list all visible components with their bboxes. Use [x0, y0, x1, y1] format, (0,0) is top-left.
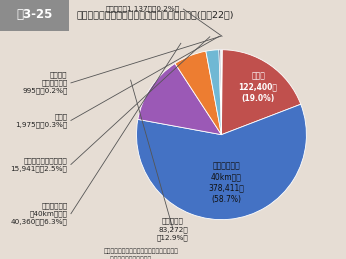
- Wedge shape: [221, 50, 222, 135]
- Wedge shape: [206, 50, 221, 135]
- Text: 通行帯違反
83,272件
（12.9%）: 通行帯違反 83,272件 （12.9%）: [157, 218, 189, 241]
- Wedge shape: [175, 51, 221, 135]
- Text: 過積載
1,975件（0.3%）: 過積載 1,975件（0.3%）: [15, 113, 67, 128]
- Text: 図3-25: 図3-25: [16, 9, 53, 21]
- Wedge shape: [221, 50, 301, 135]
- Text: 最高速度違反
（40km以上）
40,360件（6.3%）: 最高速度違反 （40km以上） 40,360件（6.3%）: [11, 202, 67, 225]
- Text: 無免許運転1,137件（0.2%）: 無免許運転1,137件（0.2%）: [106, 6, 180, 12]
- Text: 酒酔い・
酒気帯び運転
995件（0.2%）: 酒酔い・ 酒気帯び運転 995件（0.2%）: [22, 71, 67, 94]
- Text: 高速道路における道路交通法違反の取締り状況(平成22年): 高速道路における道路交通法違反の取締り状況(平成22年): [76, 10, 234, 19]
- Text: 最高速度違反
40km未満
378,411件
(58.7%): 最高速度違反 40km未満 378,411件 (58.7%): [208, 162, 244, 204]
- Text: 注：座席ベルト装着義務違反等行政処分の基
   礎点数告知件数を除く。: 注：座席ベルト装着義務違反等行政処分の基 礎点数告知件数を除く。: [104, 249, 179, 259]
- Wedge shape: [136, 104, 307, 220]
- FancyBboxPatch shape: [0, 0, 69, 31]
- Text: 車間距離保持義務違反
15,941件（2.5%）: 車間距離保持義務違反 15,941件（2.5%）: [11, 157, 67, 172]
- Wedge shape: [138, 63, 221, 135]
- Wedge shape: [219, 50, 221, 135]
- Text: その他
122,400件
(19.0%): その他 122,400件 (19.0%): [239, 71, 277, 103]
